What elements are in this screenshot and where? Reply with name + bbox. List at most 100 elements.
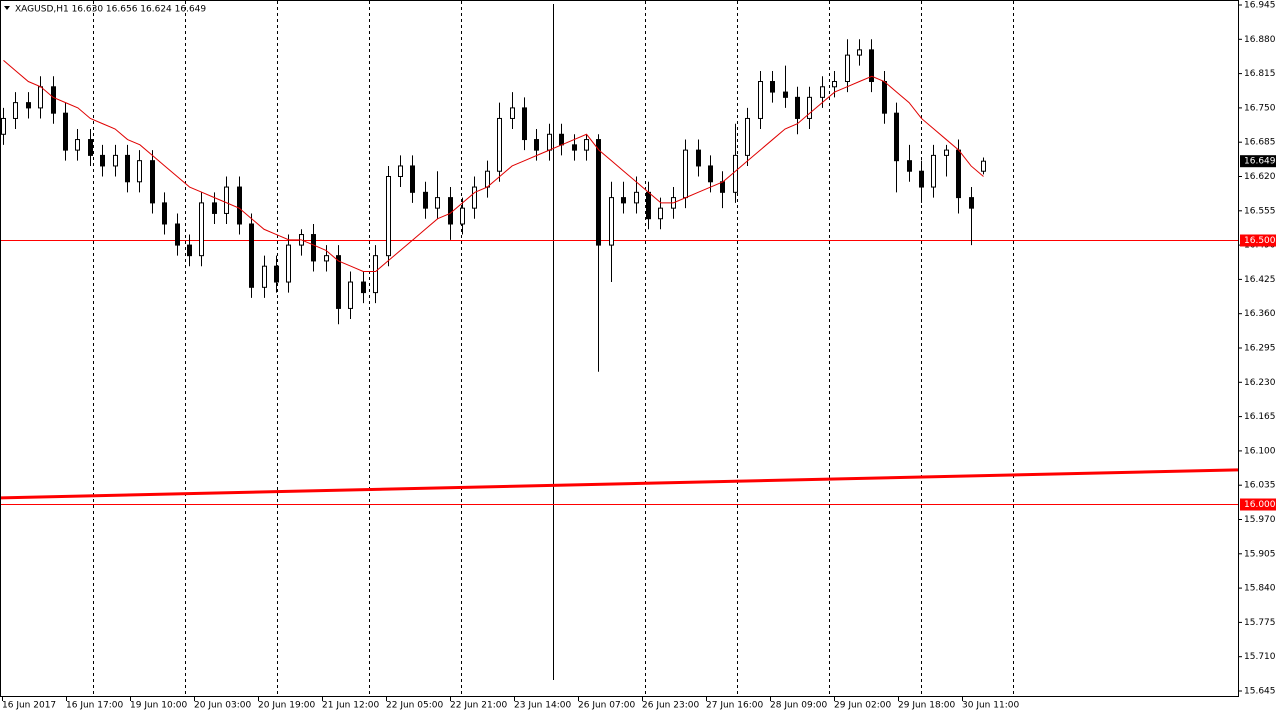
candle-body	[13, 102, 18, 119]
candle-body	[497, 117, 502, 172]
plot-frame	[0, 0, 1239, 697]
x-tick-label: 26 Jun 07:00	[578, 701, 635, 711]
candle-body	[621, 197, 626, 204]
x-tick-label: 20 Jun 03:00	[194, 701, 251, 711]
candle-body	[448, 197, 453, 225]
candle-body	[547, 133, 552, 151]
x-tick-label: 23 Jun 14:00	[514, 701, 571, 711]
candle-body	[162, 202, 167, 225]
x-tick-label: 16 Jun 2017	[2, 701, 56, 711]
candle-body	[224, 186, 229, 214]
y-tick-label: 16.555	[1244, 206, 1276, 216]
candle-body	[882, 81, 887, 114]
y-tick-label: 16.230	[1244, 378, 1276, 388]
candle-body	[534, 139, 539, 151]
candle-body	[522, 107, 527, 141]
menu-icon	[4, 6, 10, 10]
candle-body	[820, 86, 825, 98]
level-label-bg	[1240, 498, 1276, 511]
candle-body	[609, 197, 614, 246]
candle-body	[75, 139, 80, 151]
x-tick-label: 19 Jun 10:00	[130, 701, 187, 711]
period-separators	[93, 1, 1014, 696]
candle-body	[745, 117, 750, 156]
y-tick-label: 16.425	[1244, 275, 1276, 285]
x-tick-label: 16 Jun 17:00	[66, 701, 123, 711]
candle-body	[150, 160, 155, 204]
x-tick-label: 30 Jun 11:00	[962, 701, 1019, 711]
y-tick-label: 16.100	[1244, 446, 1276, 456]
y-tick-label: 16.165	[1244, 412, 1276, 422]
candle-body	[410, 165, 415, 193]
candle-body	[1, 117, 6, 135]
candle-body	[212, 202, 217, 214]
candle-body	[26, 102, 31, 109]
candle-body	[981, 160, 986, 172]
level-label-bg	[1240, 234, 1276, 247]
current-price-bg	[1240, 155, 1276, 168]
candle-body	[907, 160, 912, 172]
x-tick-label: 22 Jun 21:00	[450, 701, 507, 711]
candle-body	[175, 223, 180, 246]
candle-body	[832, 81, 837, 88]
y-tick-label: 16.880	[1244, 35, 1276, 45]
candle-body	[38, 86, 43, 109]
chart-title: XAGUSD,H1 16.630 16.656 16.624 16.649	[15, 5, 206, 15]
candle-body	[336, 255, 341, 309]
candle-body	[485, 170, 490, 188]
candle-body	[845, 54, 850, 83]
candle-body	[795, 96, 800, 119]
candle-body	[373, 255, 378, 294]
candle-body	[956, 149, 961, 199]
level-label: 16.000	[1244, 500, 1276, 510]
candle-body	[931, 154, 936, 188]
y-tick-label: 15.905	[1244, 549, 1276, 559]
y-tick-label: 16.360	[1244, 309, 1276, 319]
y-tick-label: 16.620	[1244, 172, 1276, 182]
y-tick-label: 15.970	[1244, 515, 1276, 525]
candle-body	[708, 165, 713, 183]
candle-body	[237, 186, 242, 225]
x-tick-label: 27 Jun 16:00	[706, 701, 763, 711]
candle-body	[658, 207, 663, 220]
y-tick-label: 15.840	[1244, 584, 1276, 594]
y-tick-label: 16.815	[1244, 69, 1276, 79]
x-tick-label: 20 Jun 19:00	[258, 701, 315, 711]
x-tick-label: 29 Jun 18:00	[898, 701, 955, 711]
candle-body	[596, 139, 601, 246]
candle-body	[646, 191, 651, 220]
candle-body	[274, 265, 279, 283]
candle-body	[919, 170, 924, 188]
y-tick-label: 15.775	[1244, 618, 1276, 628]
candle-body	[720, 181, 725, 193]
candle-body	[783, 91, 788, 98]
candle-body	[869, 49, 874, 83]
candle-body	[324, 255, 329, 262]
candle-body	[262, 265, 267, 288]
candle-body	[63, 112, 68, 151]
candle-body	[100, 154, 105, 167]
candle-body	[199, 202, 204, 257]
x-tick-label: 29 Jun 02:00	[834, 701, 891, 711]
y-tick-label: 16.945	[1244, 1, 1276, 11]
candle-body	[807, 96, 812, 119]
candle-body	[249, 223, 254, 288]
x-tick-label: 22 Jun 05:00	[386, 701, 443, 711]
candle-body	[944, 149, 949, 156]
candle-body	[969, 197, 974, 209]
candle-body	[683, 149, 688, 199]
candle-body	[386, 176, 391, 257]
candle-body	[894, 112, 899, 162]
candle-body	[460, 207, 465, 225]
x-tick-label: 28 Jun 09:00	[770, 701, 827, 711]
candle-body	[88, 139, 93, 156]
level-label: 16.500	[1244, 236, 1276, 246]
candles	[1, 39, 986, 372]
y-tick-label: 16.750	[1244, 103, 1276, 113]
candle-body	[187, 244, 192, 257]
candle-body	[559, 133, 564, 146]
candle-body	[472, 186, 477, 209]
candle-body	[286, 244, 291, 283]
candle-body	[572, 144, 577, 151]
candle-body	[696, 149, 701, 167]
